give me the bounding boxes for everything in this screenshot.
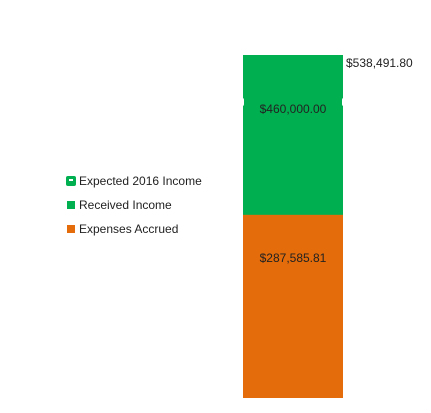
- legend-swatch-expenses: [67, 225, 75, 233]
- data-label-expenses: $287,585.81: [260, 251, 327, 265]
- legend-item-expenses: Expenses Accrued: [67, 217, 202, 241]
- bar-expenses-accrued: [243, 214, 343, 398]
- legend-swatch-expected: [66, 176, 76, 186]
- legend: Expected 2016 Income Received Income Exp…: [66, 169, 202, 241]
- legend-swatch-received: [67, 201, 75, 209]
- data-label-received: $460,000.00: [260, 102, 327, 116]
- bar-step-notch-left: [241, 97, 244, 106]
- legend-label-received: Received Income: [79, 198, 172, 212]
- legend-label-expenses: Expenses Accrued: [79, 222, 179, 236]
- legend-item-expected: Expected 2016 Income: [66, 169, 202, 193]
- legend-item-received: Received Income: [67, 193, 202, 217]
- legend-label-expected: Expected 2016 Income: [79, 174, 202, 188]
- data-label-expected: $538,491.80: [346, 56, 413, 70]
- bar-step-notch-right: [342, 97, 345, 106]
